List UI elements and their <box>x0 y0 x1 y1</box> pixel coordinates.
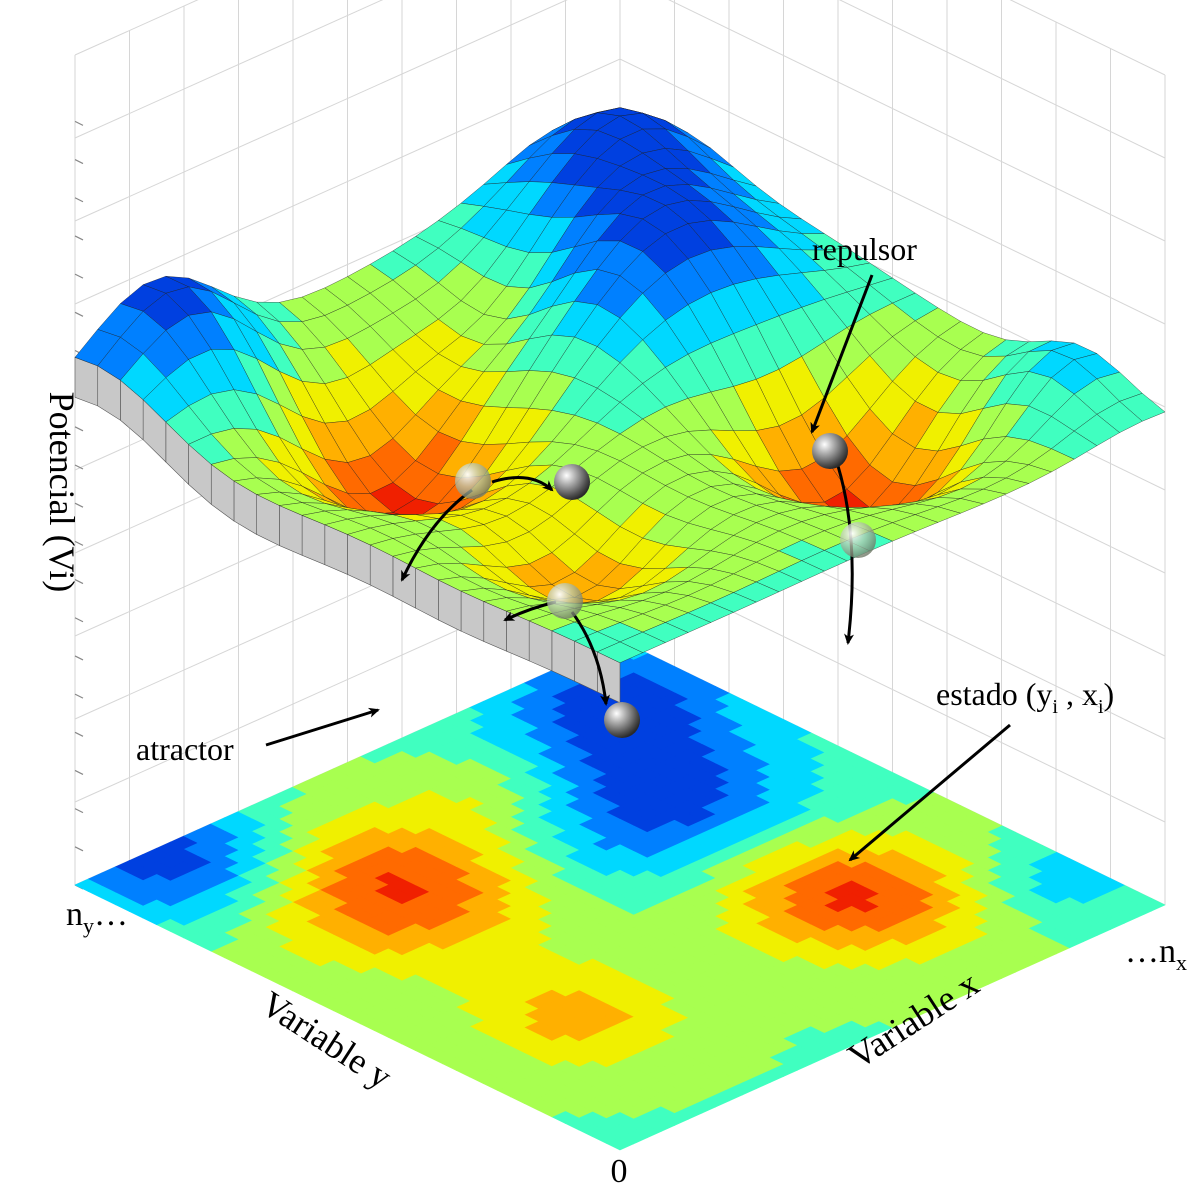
axis-tick <box>74 159 84 165</box>
axis-tick <box>74 846 84 852</box>
axis-tick <box>74 540 84 546</box>
axis-tick <box>74 197 84 203</box>
axis-tick <box>74 464 84 470</box>
axis-tick <box>74 693 84 699</box>
trajectory-arrow <box>400 488 473 582</box>
y-end-label: ny… <box>66 896 128 938</box>
annotation-repulsor: repulsor <box>812 231 917 267</box>
surface-facet <box>596 641 644 664</box>
trajectory-arrow <box>491 476 554 492</box>
wall-grid-line <box>74 58 1166 325</box>
contour-floor-map <box>74 639 1166 1151</box>
atractor-pointer <box>265 707 380 747</box>
axis-tick <box>74 426 84 432</box>
axis-tick <box>74 579 84 585</box>
axis-label-potential: Potencial (Vi) <box>42 392 82 593</box>
axis-tick <box>74 769 84 775</box>
axis-tick <box>74 502 84 508</box>
axis-tick <box>74 655 84 661</box>
annotation-estado: estado (yi , xi) <box>936 676 1114 718</box>
ghost-ball <box>840 522 876 558</box>
trajectory-arrow <box>570 611 610 706</box>
origin-label: 0 <box>611 1153 628 1190</box>
ball <box>554 464 590 500</box>
ball <box>604 702 640 738</box>
axis-tick <box>74 808 84 814</box>
wall-grid-line <box>74 0 1166 159</box>
annotation-atractor: atractor <box>136 731 234 767</box>
ghost-ball <box>455 463 491 499</box>
axis-tick <box>74 311 84 317</box>
potential-surface-mesh <box>74 107 1166 664</box>
ghost-ball <box>547 583 583 619</box>
wall-grid-line <box>74 0 1166 242</box>
axis-tick <box>74 120 84 126</box>
repulsor-pointer <box>810 274 874 434</box>
axis-tick <box>74 273 84 279</box>
axis-tick <box>74 235 84 241</box>
x-end-label: …nx <box>1125 933 1187 975</box>
axis-tick <box>74 731 84 737</box>
state-trajectories <box>400 433 876 738</box>
axis-tick <box>74 617 84 623</box>
ball <box>812 433 848 469</box>
estado-pointer <box>848 723 1011 862</box>
